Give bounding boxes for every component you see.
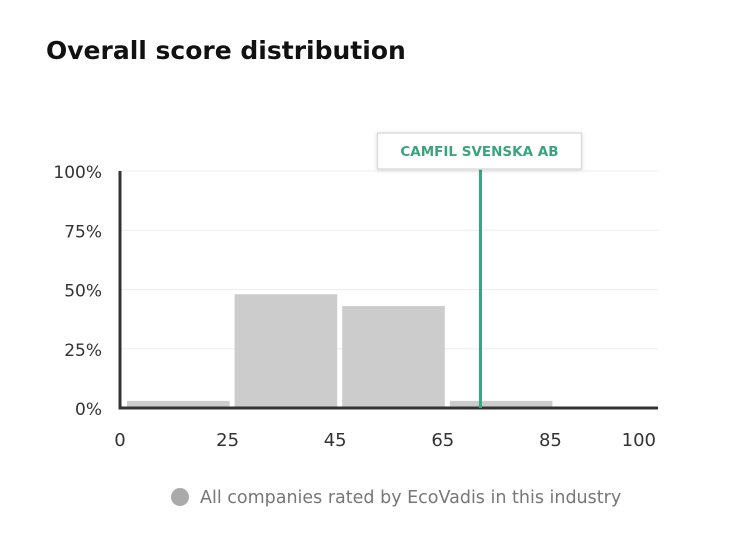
bar — [234, 294, 338, 408]
bar — [127, 400, 230, 408]
bar — [342, 306, 445, 408]
x-tick-label: 85 — [539, 430, 562, 451]
y-tick-label: 0% — [75, 400, 102, 420]
legend-label: All companies rated by EcoVadis in this … — [200, 488, 621, 508]
x-tick-label: 100 — [622, 430, 656, 451]
marker-label: CAMFIL SVENSKA AB — [400, 144, 558, 160]
y-tick-label: 100% — [53, 163, 102, 183]
x-tick-label: 65 — [431, 430, 454, 451]
y-tick-label: 25% — [64, 341, 102, 361]
legend-swatch — [171, 488, 189, 506]
marker-label-box — [376, 132, 583, 170]
x-tick-label: 25 — [216, 430, 239, 451]
x-tick-label: 45 — [324, 430, 347, 451]
y-tick-label: 75% — [64, 222, 102, 242]
y-tick-label: 50% — [64, 282, 102, 302]
bar — [449, 400, 553, 408]
chart-title: Overall score distribution — [46, 36, 406, 65]
x-tick-label: 0 — [114, 430, 125, 451]
